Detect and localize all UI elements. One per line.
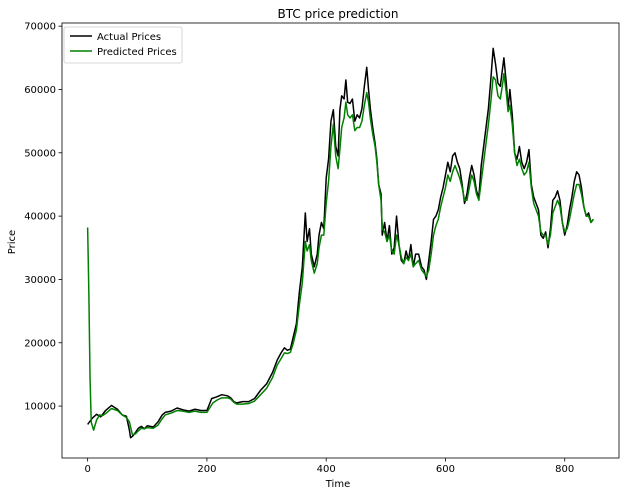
x-tick-label: 800 bbox=[555, 464, 574, 475]
series-line-predicted-prices bbox=[86, 72, 594, 436]
legend-label-actual: Actual Prices bbox=[97, 32, 161, 43]
x-axis-ticks: 0 200 400 600 800 bbox=[84, 458, 574, 475]
y-tick-label: 40000 bbox=[24, 212, 56, 223]
plot-area bbox=[61, 22, 620, 459]
y-tick-label: 10000 bbox=[24, 402, 56, 413]
y-tick-label: 70000 bbox=[24, 22, 56, 33]
y-tick-label: 60000 bbox=[24, 85, 56, 96]
legend: Actual Prices Predicted Prices bbox=[63, 26, 183, 64]
y-tick-label: 30000 bbox=[24, 275, 56, 286]
x-tick-label: 400 bbox=[317, 464, 336, 475]
y-axis-ticks: 10000 20000 30000 40000 50000 60000 70000 bbox=[24, 22, 62, 413]
y-axis-label: Price bbox=[7, 230, 18, 254]
y-tick-label: 50000 bbox=[24, 148, 56, 159]
x-tick-label: 0 bbox=[84, 464, 90, 475]
y-tick-label: 20000 bbox=[24, 338, 56, 349]
x-tick-label: 200 bbox=[197, 464, 216, 475]
x-axis-label: Time bbox=[325, 479, 350, 490]
legend-box bbox=[63, 26, 183, 64]
series-layer bbox=[86, 47, 594, 439]
axes-frame bbox=[61, 22, 620, 459]
chart-title: BTC price prediction bbox=[278, 7, 399, 21]
x-tick-label: 600 bbox=[436, 464, 455, 475]
legend-label-predicted: Predicted Prices bbox=[97, 47, 177, 58]
